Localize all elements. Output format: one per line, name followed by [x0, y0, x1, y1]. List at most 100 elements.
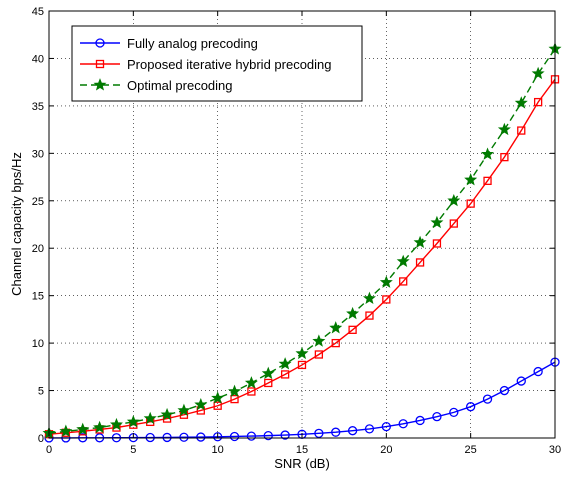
data-point-circle — [162, 432, 172, 443]
legend-marker-star — [93, 78, 107, 91]
data-point-square — [533, 97, 543, 107]
x-tick-label: 0 — [46, 444, 52, 456]
x-tick-label: 15 — [296, 444, 308, 456]
data-point-square — [314, 350, 324, 359]
data-point-circle — [499, 385, 510, 396]
data-point-circle — [246, 431, 257, 441]
data-point-square — [348, 325, 357, 334]
y-tick-label: 15 — [32, 291, 44, 303]
data-point-star — [244, 376, 258, 389]
data-point-star — [76, 422, 90, 435]
y-tick-label: 10 — [32, 338, 44, 350]
x-tick-label: 5 — [130, 444, 136, 456]
data-point-star — [194, 397, 208, 411]
data-point-star — [295, 346, 309, 360]
y-tick-label: 5 — [38, 386, 44, 398]
y-tick-label: 0 — [38, 433, 44, 445]
legend-label: Proposed iterative hybrid precoding — [127, 57, 332, 72]
data-point-star — [59, 424, 73, 437]
y-tick-label: 20 — [32, 243, 44, 255]
data-point-square — [331, 338, 340, 348]
data-point-star — [362, 291, 376, 305]
legend-label: Fully analog precoding — [127, 36, 258, 51]
x-tick-label: 10 — [212, 444, 224, 456]
data-point-star — [447, 193, 461, 207]
data-point-circle — [179, 432, 189, 442]
legend-marker-square — [95, 59, 105, 69]
data-point-circle — [229, 431, 240, 442]
legend: Fully analog precoding Proposed iterative… — [71, 25, 363, 102]
data-point-star — [514, 96, 528, 109]
data-point-star — [379, 275, 393, 288]
data-point-star — [228, 384, 242, 398]
data-point-square — [382, 295, 391, 304]
y-tick-label: 35 — [32, 101, 44, 113]
y-tick-label: 25 — [32, 196, 44, 208]
x-tick-label: 30 — [549, 444, 561, 456]
data-point-square — [449, 219, 458, 228]
data-point-star — [430, 215, 444, 229]
data-point-circle — [364, 424, 375, 434]
data-point-square — [415, 258, 425, 267]
data-point-star — [497, 122, 511, 136]
x-axis-label: SNR (dB) — [274, 456, 330, 471]
data-point-circle — [533, 366, 543, 377]
data-point-circle — [263, 430, 273, 441]
data-point-star — [160, 407, 174, 421]
y-tick-label: 45 — [32, 6, 44, 18]
data-point-square — [230, 394, 239, 404]
data-point-circle — [280, 430, 290, 440]
data-point-star — [396, 254, 410, 268]
data-point-star — [93, 420, 107, 434]
data-point-square — [247, 387, 256, 396]
data-point-circle — [347, 426, 358, 436]
data-point-circle — [415, 415, 425, 426]
data-point-circle — [196, 432, 206, 442]
data-point-star — [531, 66, 545, 80]
data-point-star — [312, 334, 326, 347]
data-point-star — [143, 411, 157, 425]
legend-marker-circle — [95, 38, 105, 48]
data-point-circle — [314, 428, 324, 439]
data-point-star — [481, 147, 495, 160]
data-point-square — [432, 239, 442, 248]
data-point-square — [517, 126, 526, 135]
data-point-circle — [432, 411, 442, 422]
data-point-circle — [213, 432, 223, 442]
data-point-star — [278, 357, 292, 370]
legend-item: Fully analog precoding — [80, 36, 258, 51]
grid — [49, 11, 555, 438]
legend-box — [71, 25, 363, 102]
data-point-square — [483, 176, 492, 186]
data-point-circle — [516, 376, 526, 386]
data-point-circle — [482, 394, 493, 404]
data-point-circle — [449, 407, 459, 418]
legend-item: Optimal precoding — [80, 78, 233, 93]
y-tick-label: 30 — [32, 148, 44, 160]
data-point-star — [413, 235, 427, 249]
data-point-star — [211, 391, 225, 404]
data-point-star — [346, 306, 360, 320]
data-point-square — [399, 277, 408, 286]
data-point-square — [213, 401, 222, 410]
data-point-square — [264, 378, 273, 388]
data-point-circle — [398, 419, 408, 429]
legend-item: Proposed iterative hybrid precoding — [80, 57, 332, 72]
data-point-star — [329, 321, 343, 334]
data-point-circle — [331, 427, 341, 437]
data-point-circle — [466, 402, 476, 412]
data-point-star — [261, 366, 275, 379]
data-point-square — [466, 199, 475, 208]
data-point-square — [280, 370, 290, 379]
data-point-star — [464, 173, 478, 186]
data-point-star — [126, 415, 140, 428]
y-axis-label: Channel capacity bps/Hz — [9, 152, 24, 296]
x-tick-label: 25 — [465, 444, 477, 456]
data-point-square — [297, 360, 307, 370]
ticks: 0 5 10 15 20 25 30 0 5 10 15 20 25 30 35 40 45 — [32, 6, 561, 456]
data-point-square — [365, 311, 374, 320]
data-point-star — [109, 417, 123, 431]
data-point-star — [177, 403, 191, 417]
